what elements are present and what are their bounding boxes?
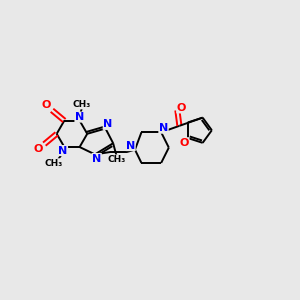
Text: N: N (58, 146, 68, 156)
Text: CH₃: CH₃ (108, 155, 126, 164)
Text: N: N (103, 119, 112, 129)
Text: O: O (34, 144, 43, 154)
Text: N: N (159, 123, 168, 133)
Text: N: N (126, 141, 135, 151)
Text: O: O (180, 138, 189, 148)
Text: O: O (177, 103, 186, 113)
Text: CH₃: CH₃ (45, 159, 63, 168)
Text: N: N (75, 112, 84, 122)
Text: O: O (41, 100, 51, 110)
Text: CH₃: CH₃ (73, 100, 91, 109)
Text: N: N (92, 154, 101, 164)
